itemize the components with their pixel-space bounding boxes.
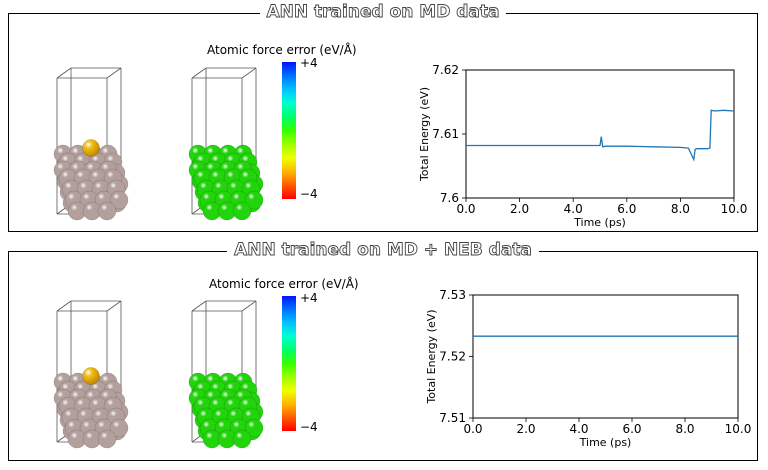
adatom [82,367,100,385]
y-tick-label: 7.53 [439,288,466,302]
x-tick-label: 8.0 [671,202,690,216]
x-tick-label: 2.0 [510,202,529,216]
colorbar-max-label: +4 [300,291,318,305]
atom [244,190,264,210]
colorbar [282,62,296,199]
atom [244,418,264,438]
atom [97,201,117,221]
x-tick-label: 0.0 [463,422,482,436]
colorbar-gradient [282,62,296,199]
atom [109,418,129,438]
x-axis-title: Time (ps) [579,436,632,449]
panel-md: ANN trained on MD data Atomic force erro… [8,2,758,232]
energy-series [466,109,735,162]
atom [109,190,129,210]
x-tick-label: 4.0 [569,422,588,436]
x-tick-label: 8.0 [675,422,694,436]
colorbar-label: Atomic force error (eV/Å) [207,43,357,57]
colorbar-label: Atomic force error (eV/Å) [209,277,359,291]
panel-title: ANN trained on MD data [9,2,757,22]
cell-edge [106,67,122,79]
cell-edge [191,300,207,312]
structure-adatom-md-neb [53,300,129,449]
cell-edge [191,67,207,79]
y-tick-label: 7.62 [432,63,459,77]
y-tick-label: 7.51 [439,411,466,425]
cell-edge [106,300,122,312]
y-tick-label: 7.6 [440,191,459,205]
atom [97,429,117,449]
adatom [82,139,100,157]
y-axis-title: Total Energy (eV) [425,309,438,404]
structure-force-error-md [188,67,264,221]
x-tick-label: 10.0 [721,202,748,216]
atom [232,429,252,449]
energy-chart-md: 0.0 2.0 4.0 6.0 8.0 10.0 7.6 7.61 7.62 Time (ps) T… [418,63,748,229]
cell-edge [241,67,257,79]
cell-edge [241,300,257,312]
colorbar [282,296,296,431]
cell-edge [56,67,72,79]
colorbar-min-label: −4 [300,420,318,434]
y-tick-label: 7.61 [432,127,459,141]
colorbar-min-label: −4 [300,187,318,201]
structure-force-error-md-neb [188,300,264,449]
x-tick-label: 2.0 [516,422,535,436]
y-tick-label: 7.52 [439,350,466,364]
energy-chart-md-neb: 0.0 2.0 4.0 6.0 8.0 10.0 7.51 7.52 7.53 Time (ps)… [425,288,752,449]
colorbar-max-label: +4 [300,56,318,70]
x-tick-label: 6.0 [622,422,641,436]
y-axis-title: Total Energy (eV) [418,87,431,182]
plot-frame [472,294,739,419]
x-tick-label: 0.0 [456,202,475,216]
panel-title: ANN trained on MD + NEB data [9,240,757,260]
plot-frame [465,69,735,199]
structure-adatom-md [53,67,129,221]
cell-edge [56,300,72,312]
panel-md-neb: ANN trained on MD + NEB data Atomic forc… [8,240,758,461]
atom [232,201,252,221]
colorbar-gradient [282,296,296,431]
x-tick-label: 10.0 [725,422,752,436]
x-axis-title: Time (ps) [573,216,626,229]
x-tick-label: 4.0 [564,202,583,216]
x-tick-label: 6.0 [617,202,636,216]
